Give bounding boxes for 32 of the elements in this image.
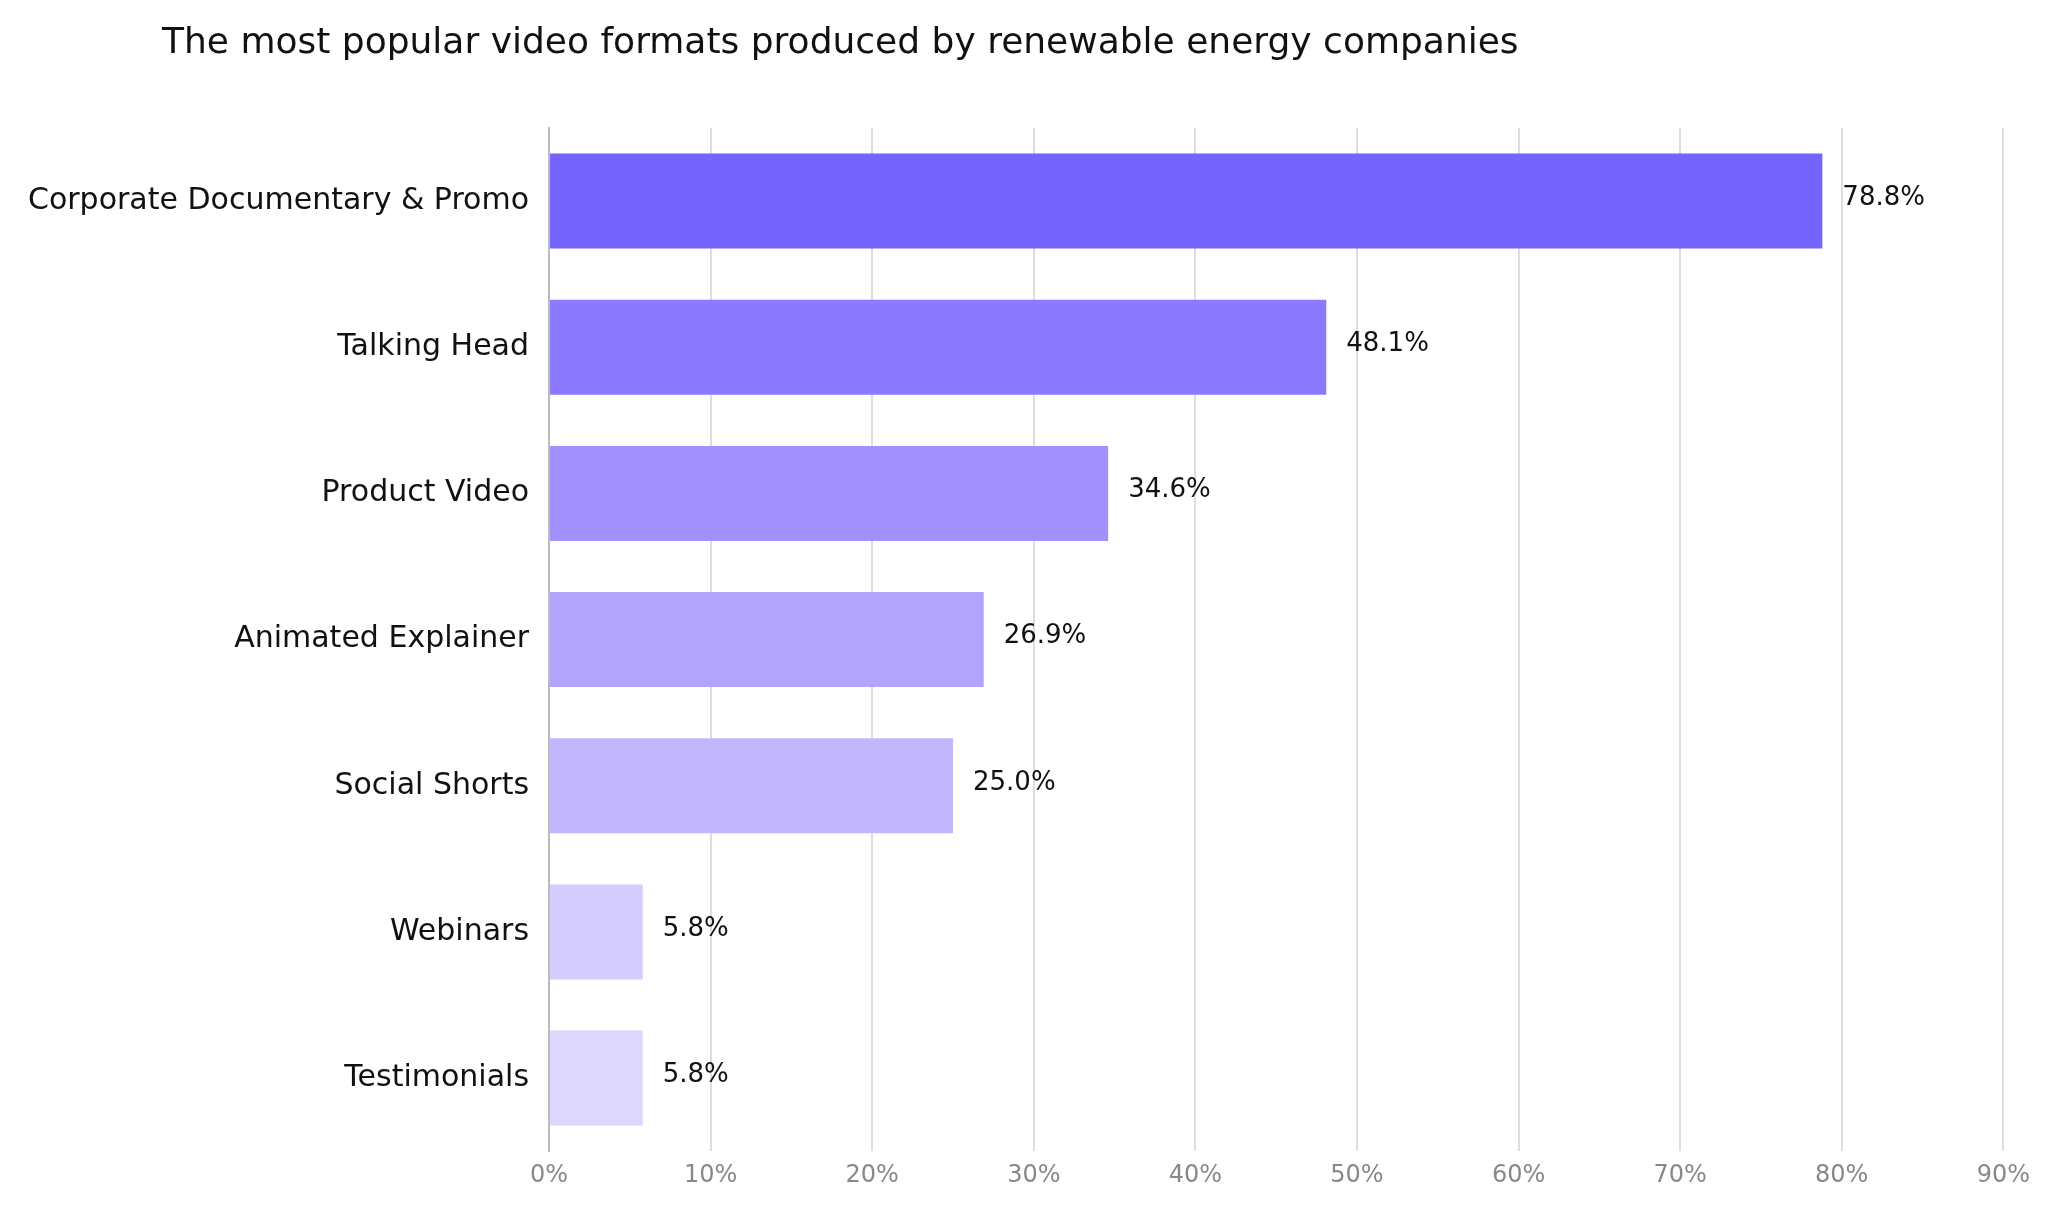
data-label: 5.8% bbox=[662, 911, 729, 942]
bar bbox=[550, 738, 954, 834]
bar bbox=[550, 884, 643, 980]
y-tick-label: Product Video bbox=[321, 473, 530, 509]
bar bbox=[550, 1030, 643, 1126]
x-tick-label: 10% bbox=[683, 1159, 738, 1188]
data-label: 26.9% bbox=[1003, 619, 1087, 650]
x-tick-label: 30% bbox=[1007, 1159, 1061, 1188]
y-tick-label: Testimonials bbox=[343, 1057, 530, 1093]
y-tick-label: Webinars bbox=[389, 911, 530, 947]
x-tick-label: 40% bbox=[1168, 1159, 1223, 1188]
bar bbox=[550, 153, 1823, 249]
x-tick-label: 50% bbox=[1330, 1159, 1384, 1188]
y-tick-label: Animated Explainer bbox=[234, 619, 530, 655]
bar bbox=[550, 592, 984, 688]
y-tick-label: Talking Head bbox=[336, 327, 530, 363]
y-tick-label: Corporate Documentary & Promo bbox=[27, 180, 530, 216]
data-label: 34.6% bbox=[1128, 473, 1211, 504]
x-tick-label: 20% bbox=[845, 1159, 899, 1188]
y-tick-label: Social Shorts bbox=[334, 765, 530, 801]
x-tick-label: 0% bbox=[530, 1159, 569, 1188]
x-tick-label: 70% bbox=[1653, 1159, 1707, 1188]
x-tick-label: 80% bbox=[1815, 1159, 1869, 1188]
bar bbox=[550, 445, 1109, 541]
data-label: 48.1% bbox=[1346, 327, 1429, 358]
data-label: 25.0% bbox=[973, 765, 1056, 796]
chart-title: The most popular video formats produced by renewable energy companies bbox=[161, 19, 1520, 63]
data-label: 78.8% bbox=[1842, 180, 1925, 211]
data-label: 5.8% bbox=[662, 1057, 729, 1088]
x-tick-label: 60% bbox=[1491, 1159, 1546, 1188]
x-tick-label: 90% bbox=[1976, 1159, 2030, 1188]
bar bbox=[550, 299, 1327, 395]
